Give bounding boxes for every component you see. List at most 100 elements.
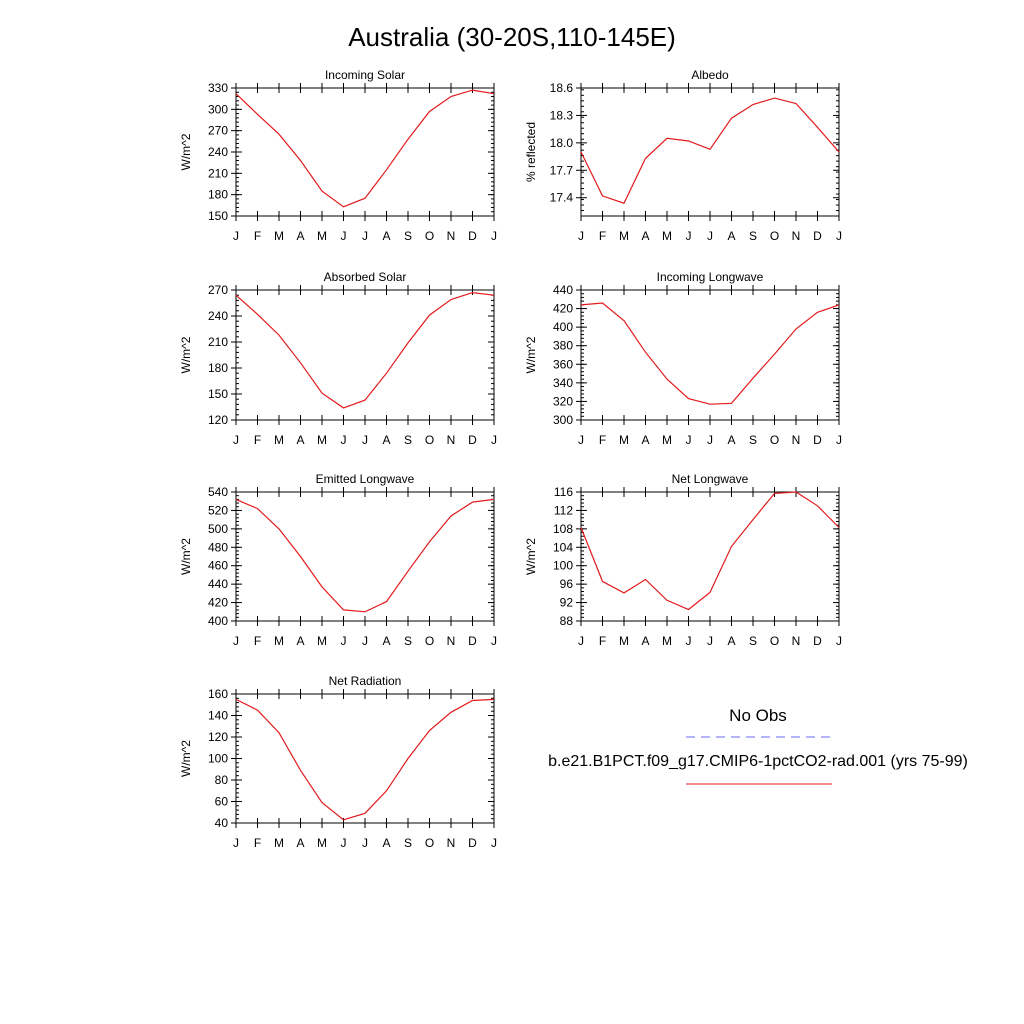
x-tick-label: F [254,229,261,243]
y-tick-label: 400 [208,614,228,628]
y-tick-label: 520 [208,503,228,517]
x-tick-label: D [468,229,477,243]
x-tick-label: M [274,229,284,243]
y-tick-label: 460 [208,559,228,573]
x-tick-label: F [254,634,261,648]
panel-title: Incoming Longwave [657,270,764,284]
x-tick-label: M [662,634,672,648]
x-tick-label: O [425,836,434,850]
y-tick-label: 340 [553,376,573,390]
x-tick-label: A [296,433,304,447]
y-tick-label: 120 [208,413,228,427]
x-tick-label: M [662,433,672,447]
y-tick-label: 96 [560,577,574,591]
x-tick-label: J [341,634,347,648]
y-tick-label: 88 [560,614,574,628]
y-tick-label: 270 [208,283,228,297]
x-tick-label: J [686,229,692,243]
x-tick-label: J [341,229,347,243]
x-tick-label: N [447,836,456,850]
series-line-model [580,302,840,405]
y-tick-label: 240 [208,309,228,323]
y-tick-label: 480 [208,540,228,554]
series-line-model [235,291,495,409]
x-tick-label: D [468,836,477,850]
x-tick-label: J [578,433,584,447]
y-tick-label: 17.7 [550,163,574,177]
x-tick-label: J [233,433,239,447]
y-tick-label: 140 [208,709,228,723]
y-axis-label: W/m^2 [524,538,538,575]
y-tick-label: 240 [208,145,228,159]
x-tick-label: O [770,433,779,447]
x-tick-label: S [749,229,757,243]
x-tick-label: J [233,229,239,243]
x-tick-label: A [641,229,649,243]
x-tick-label: A [296,229,304,243]
x-tick-label: A [641,634,649,648]
y-axis-label: W/m^2 [179,538,193,575]
x-tick-label: J [707,229,713,243]
panel-title: Net Radiation [329,674,402,688]
x-tick-label: F [599,229,606,243]
x-tick-label: A [382,836,390,850]
x-tick-label: N [447,433,456,447]
y-tick-label: 18.3 [550,108,574,122]
panel-title: Net Longwave [672,472,749,486]
x-tick-label: M [274,836,284,850]
x-tick-label: O [425,229,434,243]
y-tick-label: 270 [208,124,228,138]
y-tick-label: 440 [208,577,228,591]
x-tick-label: O [425,634,434,648]
y-tick-label: 300 [553,413,573,427]
y-tick-label: 18.0 [550,136,574,150]
x-tick-label: J [707,634,713,648]
y-tick-label: 360 [553,357,573,371]
y-tick-label: 420 [208,596,228,610]
x-tick-label: J [362,634,368,648]
x-tick-label: S [749,634,757,648]
x-tick-label: J [362,433,368,447]
y-axis-label: W/m^2 [179,336,193,373]
x-tick-label: A [641,433,649,447]
legend-model-label: b.e21.B1PCT.f09_g17.CMIP6-1pctCO2-rad.00… [548,753,968,770]
x-tick-label: M [619,634,629,648]
series-line-model [235,698,495,821]
x-tick-label: A [382,229,390,243]
y-tick-label: 210 [208,166,228,180]
x-tick-label: N [792,229,801,243]
y-tick-label: 104 [553,540,573,554]
x-tick-label: F [254,836,261,850]
x-tick-label: F [254,433,261,447]
x-tick-label: A [296,836,304,850]
y-tick-label: 40 [215,816,229,830]
panel-title: Albedo [691,68,729,82]
x-tick-label: O [770,229,779,243]
x-tick-label: J [491,229,497,243]
y-tick-label: 540 [208,485,228,499]
x-tick-label: J [578,229,584,243]
x-tick-label: O [425,433,434,447]
x-tick-label: S [404,433,412,447]
x-tick-label: M [619,433,629,447]
x-tick-label: M [317,634,327,648]
x-tick-label: J [233,634,239,648]
series-line-model [580,97,840,204]
legend: No Obs b.e21.B1PCT.f09_g17.CMIP6-1pctCO2… [548,706,968,785]
plot-frame [235,491,495,622]
y-tick-label: 500 [208,522,228,536]
y-tick-label: 440 [553,283,573,297]
x-tick-label: S [404,836,412,850]
x-tick-label: O [770,634,779,648]
x-tick-label: J [707,433,713,447]
panel-title: Absorbed Solar [324,270,407,284]
legend-obs-label: No Obs [729,706,787,725]
series-line-model [235,498,495,613]
x-tick-label: J [836,433,842,447]
y-tick-label: 380 [553,339,573,353]
